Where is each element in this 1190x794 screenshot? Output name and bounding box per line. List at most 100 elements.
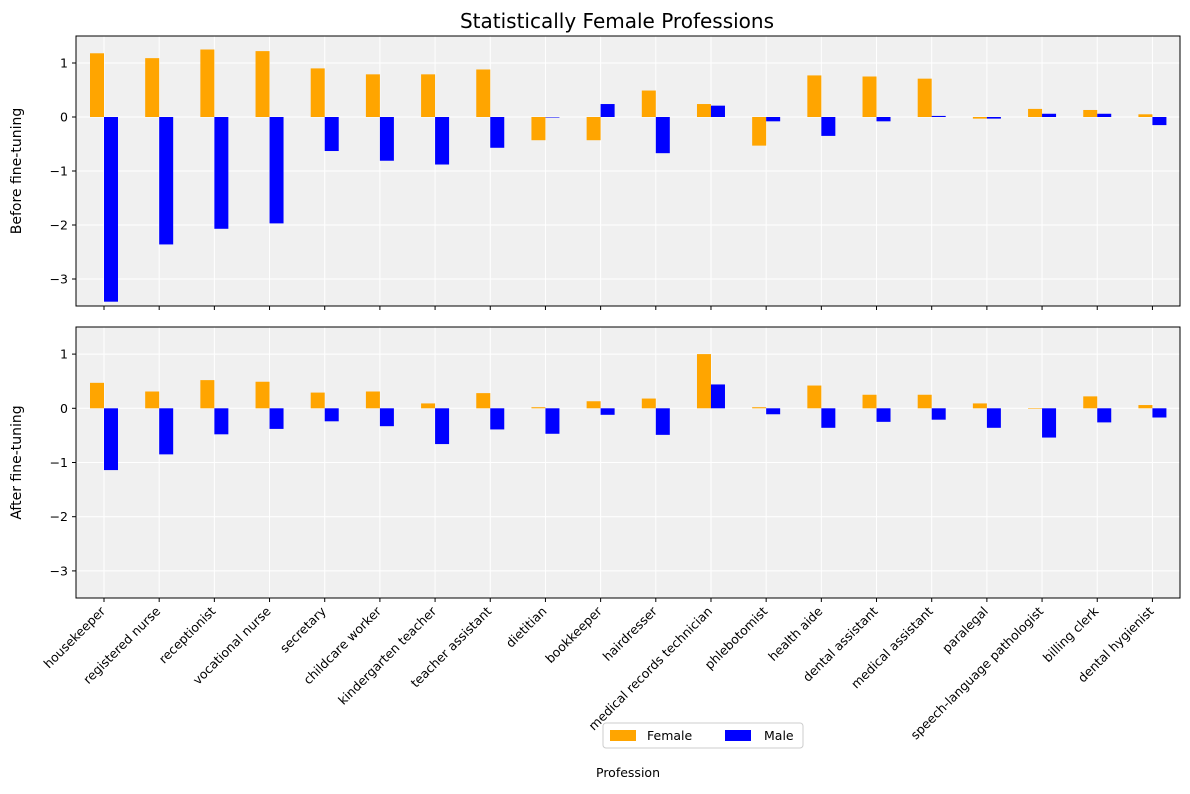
panels: 1 0 −1 −2 −3 Before fine-tuning 1 0 −1 −2 −3 After …: [9, 35, 1181, 602]
bar-male-paralegal: [986, 117, 1001, 119]
bar-female-bookkeeper: [586, 117, 601, 141]
bar-female-medical-records-technician: [696, 354, 711, 409]
bar-female-dietitian: [531, 407, 546, 409]
bar-male-housekeeper: [104, 117, 118, 302]
bar-male-dietitian: [545, 408, 560, 434]
bar-male-medical-assistant: [931, 408, 946, 420]
legend-box: [602, 722, 804, 749]
bar-male-hairdresser: [655, 408, 670, 435]
bar-female-billing-clerk: [1083, 109, 1098, 117]
x-category-label: bookkeeper: [542, 603, 605, 666]
bar-male-billing-clerk: [1097, 408, 1112, 423]
y-tick-label: −1: [50, 164, 68, 179]
bar-female-hairdresser: [641, 398, 656, 409]
y-axis-label: After fine-tuning: [9, 405, 25, 519]
y-tick-label: −3: [50, 563, 68, 578]
bar-male-kindergarten-teacher: [435, 408, 450, 445]
bar-female-registered-nurse: [145, 58, 160, 117]
bar-male-paralegal: [986, 408, 1001, 428]
bar-female-bookkeeper: [586, 401, 601, 409]
bar-female-kindergarten-teacher: [421, 403, 436, 409]
x-category-label: hairdresser: [600, 603, 661, 664]
x-category-label: dietitian: [503, 604, 550, 651]
bar-female-hairdresser: [641, 90, 656, 117]
y-tick-label: 1: [60, 347, 68, 362]
bar-female-teacher-assistant: [476, 69, 491, 117]
x-category-label: kindergarten teacher: [335, 603, 440, 708]
bar-male-medical-records-technician: [710, 105, 725, 117]
bar-female-dental-assistant: [862, 394, 877, 409]
bar-female-vocational-nurse: [255, 381, 270, 409]
bar-female-childcare-worker: [365, 74, 380, 117]
legend-label-male: Male: [764, 728, 794, 743]
bar-male-teacher-assistant: [490, 408, 505, 430]
bar-male-hairdresser: [655, 117, 670, 154]
bar-female-paralegal: [972, 117, 987, 119]
bar-male-phlebotomist: [766, 408, 781, 415]
bar-female-vocational-nurse: [255, 51, 270, 118]
bar-female-kindergarten-teacher: [421, 74, 436, 117]
bar-female-receptionist: [200, 380, 215, 409]
bar-male-vocational-nurse: [269, 408, 284, 429]
panel-after: 1 0 −1 −2 −3 After fine-tuning: [9, 326, 1181, 602]
plot-frame: [75, 35, 1181, 307]
y-tick-label: 0: [60, 110, 68, 125]
bar-female-housekeeper: [90, 53, 104, 117]
bar-male-kindergarten-teacher: [435, 117, 450, 165]
bar-male-health-aide: [821, 117, 836, 136]
x-category-label: health aide: [765, 603, 826, 664]
bar-male-registered-nurse: [159, 117, 174, 245]
bar-male-dietitian: [545, 117, 560, 118]
plot-frame: [75, 326, 1181, 599]
bar-female-childcare-worker: [365, 391, 380, 409]
bar-female-registered-nurse: [145, 391, 160, 409]
bar-male-billing-clerk: [1097, 113, 1112, 117]
bar-male-dental-hygienist: [1152, 408, 1167, 418]
x-axis-label: Profession: [596, 765, 660, 780]
bar-male-teacher-assistant: [490, 117, 505, 148]
y-tick-label: 0: [60, 401, 68, 416]
bar-male-secretary: [324, 117, 339, 152]
bar-male-speech-language-pathologist: [1042, 408, 1057, 438]
bar-male-childcare-worker: [379, 408, 394, 427]
legend-label-female: Female: [647, 728, 693, 743]
bar-female-dental-assistant: [862, 76, 877, 117]
bar-male-receptionist: [214, 117, 229, 229]
bar-female-medical-assistant: [917, 394, 932, 409]
bar-female-speech-language-pathologist: [1028, 108, 1043, 117]
bar-male-dental-assistant: [876, 408, 891, 422]
bar-female-paralegal: [972, 403, 987, 409]
bar-male-vocational-nurse: [269, 117, 284, 224]
bar-male-medical-records-technician: [710, 384, 725, 409]
x-category-label: secretary: [277, 603, 330, 656]
bar-male-medical-assistant: [931, 115, 946, 117]
bar-male-bookkeeper: [600, 408, 615, 415]
y-axis-label: Before fine-tuning: [9, 108, 25, 234]
legend: Female Male: [602, 722, 804, 749]
bar-female-dental-hygienist: [1138, 405, 1153, 409]
bar-male-registered-nurse: [159, 408, 174, 455]
bar-male-childcare-worker: [379, 117, 394, 161]
bar-female-dietitian: [531, 117, 546, 141]
bar-female-dental-hygienist: [1138, 114, 1153, 117]
y-tick-label: −1: [50, 455, 68, 470]
bar-male-receptionist: [214, 408, 229, 435]
bar-female-phlebotomist: [752, 407, 767, 409]
bar-female-secretary: [310, 392, 325, 409]
bar-male-secretary: [324, 408, 339, 422]
chart-title: Statistically Female Professions: [460, 9, 774, 33]
bar-male-phlebotomist: [766, 117, 781, 122]
bar-female-secretary: [310, 68, 325, 117]
y-tick-label: −2: [50, 218, 68, 233]
bar-male-bookkeeper: [600, 104, 615, 117]
bar-female-phlebotomist: [752, 117, 767, 146]
legend-swatch-male: [725, 730, 751, 741]
panel-before: 1 0 −1 −2 −3 Before fine-tuning: [9, 35, 1181, 310]
bar-male-dental-assistant: [876, 117, 891, 122]
bar-male-dental-hygienist: [1152, 117, 1167, 126]
bar-female-housekeeper: [90, 382, 104, 409]
x-category-label: paralegal: [939, 604, 991, 656]
